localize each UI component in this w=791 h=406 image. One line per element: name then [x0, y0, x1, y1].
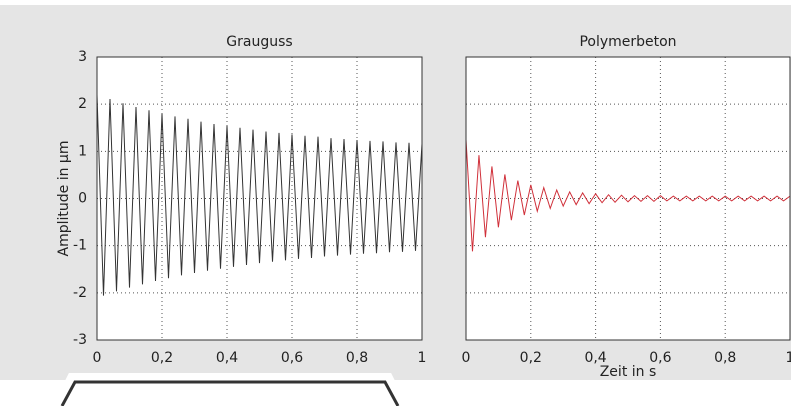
- x-tick-label: 1: [786, 350, 791, 366]
- x-tick-label: 0,4: [584, 350, 606, 366]
- plot-frame: [96, 56, 423, 341]
- plot-area: [465, 56, 791, 341]
- y-tick-label: 3: [78, 49, 87, 65]
- plot-frame: [465, 56, 791, 341]
- x-tick-label: 0,2: [151, 350, 173, 366]
- y-axis-label: Amplitude in µm: [56, 141, 72, 257]
- y-tick-label: -3: [73, 332, 87, 348]
- decoration-shape: [60, 380, 400, 406]
- x-tick-label: 0,4: [216, 350, 238, 366]
- signal-line: [465, 139, 791, 252]
- x-tick-label: 0: [462, 350, 471, 366]
- x-tick-label: 0,6: [281, 350, 303, 366]
- y-tick-label: 0: [78, 191, 87, 207]
- y-tick-label: 1: [78, 143, 87, 159]
- x-tick-label: 0,8: [346, 350, 368, 366]
- y-tick-label: 2: [78, 96, 87, 112]
- x-axis-label: Zeit in s: [600, 364, 657, 380]
- chart-title: Polymerbeton: [579, 34, 676, 50]
- y-tick-label: -2: [73, 285, 87, 301]
- x-tick-label: 1: [418, 350, 427, 366]
- x-tick-label: 0,6: [649, 350, 671, 366]
- y-tick-label: -1: [73, 238, 87, 254]
- plot-area: [96, 56, 423, 341]
- x-tick-label: 0,8: [714, 350, 736, 366]
- chart-title: Grauguss: [226, 34, 292, 50]
- x-tick-label: 0,2: [520, 350, 542, 366]
- x-tick-label: 0: [93, 350, 102, 366]
- signal-line: [96, 94, 423, 296]
